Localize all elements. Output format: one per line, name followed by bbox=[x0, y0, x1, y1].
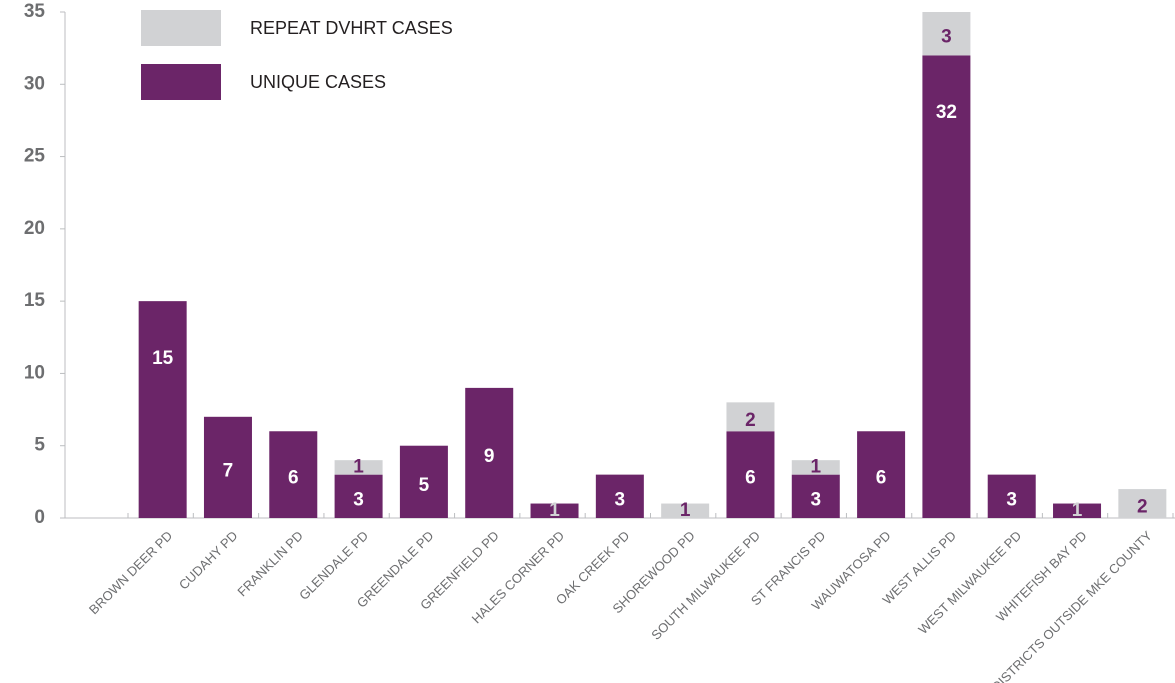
bar-segment bbox=[922, 55, 971, 518]
value-label: 1 bbox=[353, 456, 364, 477]
bar-segment bbox=[530, 503, 579, 518]
value-label: 1 bbox=[549, 500, 560, 521]
value-label: 3 bbox=[1006, 489, 1017, 510]
value-label: 2 bbox=[745, 410, 756, 431]
bar-segment bbox=[269, 431, 318, 518]
value-label: 6 bbox=[288, 468, 299, 489]
value-label: 1 bbox=[680, 500, 691, 521]
bar-segment bbox=[857, 431, 906, 518]
value-label: 3 bbox=[615, 489, 626, 510]
bar-segment bbox=[922, 12, 971, 56]
y-tick-label: 10 bbox=[24, 362, 45, 383]
x-tick-label: CUDAHY PD bbox=[176, 528, 241, 593]
x-tick-label: GLENDALE PD bbox=[296, 528, 371, 603]
x-tick-label: SOUTH MILWAUKEE PD bbox=[648, 528, 763, 643]
bar-segment bbox=[1118, 489, 1167, 518]
bar-segment bbox=[203, 416, 252, 518]
legend-swatch bbox=[141, 10, 221, 46]
bar-segment bbox=[334, 474, 383, 518]
bar-segment bbox=[726, 402, 775, 432]
bar-segment bbox=[661, 503, 710, 518]
bar-segment bbox=[726, 431, 775, 518]
value-label: 15 bbox=[152, 348, 174, 369]
bar-segment bbox=[399, 445, 448, 518]
bar-segment bbox=[987, 474, 1036, 518]
legend-label: REPEAT DVHRT CASES bbox=[250, 18, 453, 38]
y-tick-label: 35 bbox=[24, 1, 46, 22]
legend-label: UNIQUE CASES bbox=[250, 72, 386, 92]
x-tick-label: FRANKLIN PD bbox=[234, 528, 305, 599]
bar-segment bbox=[334, 460, 383, 475]
value-label: 3 bbox=[941, 27, 952, 48]
bar-segment bbox=[791, 474, 840, 518]
value-label: 3 bbox=[810, 489, 821, 510]
value-label: 1 bbox=[1072, 500, 1083, 521]
y-tick-label: 20 bbox=[24, 218, 45, 239]
bar-segment bbox=[465, 387, 514, 518]
bar-segment bbox=[791, 460, 840, 475]
bar-segment bbox=[1053, 503, 1102, 518]
value-label: 7 bbox=[223, 460, 234, 481]
value-label: 9 bbox=[484, 446, 495, 467]
value-label: 5 bbox=[419, 475, 430, 496]
bar-segment bbox=[138, 301, 187, 518]
bar-segment bbox=[595, 474, 644, 518]
value-label: 6 bbox=[876, 468, 887, 489]
value-label: 6 bbox=[745, 468, 756, 489]
y-tick-label: 30 bbox=[24, 73, 45, 94]
x-tick-label: BROWN DEER PD bbox=[86, 528, 175, 617]
y-tick-label: 0 bbox=[34, 507, 45, 528]
y-tick-label: 5 bbox=[34, 435, 45, 456]
value-label: 1 bbox=[810, 456, 821, 477]
value-label: 32 bbox=[936, 102, 957, 123]
value-label: 3 bbox=[353, 489, 364, 510]
y-tick-label: 25 bbox=[24, 146, 46, 167]
value-label: 2 bbox=[1137, 497, 1148, 518]
y-tick-label: 15 bbox=[24, 290, 46, 311]
legend-swatch bbox=[141, 64, 221, 100]
